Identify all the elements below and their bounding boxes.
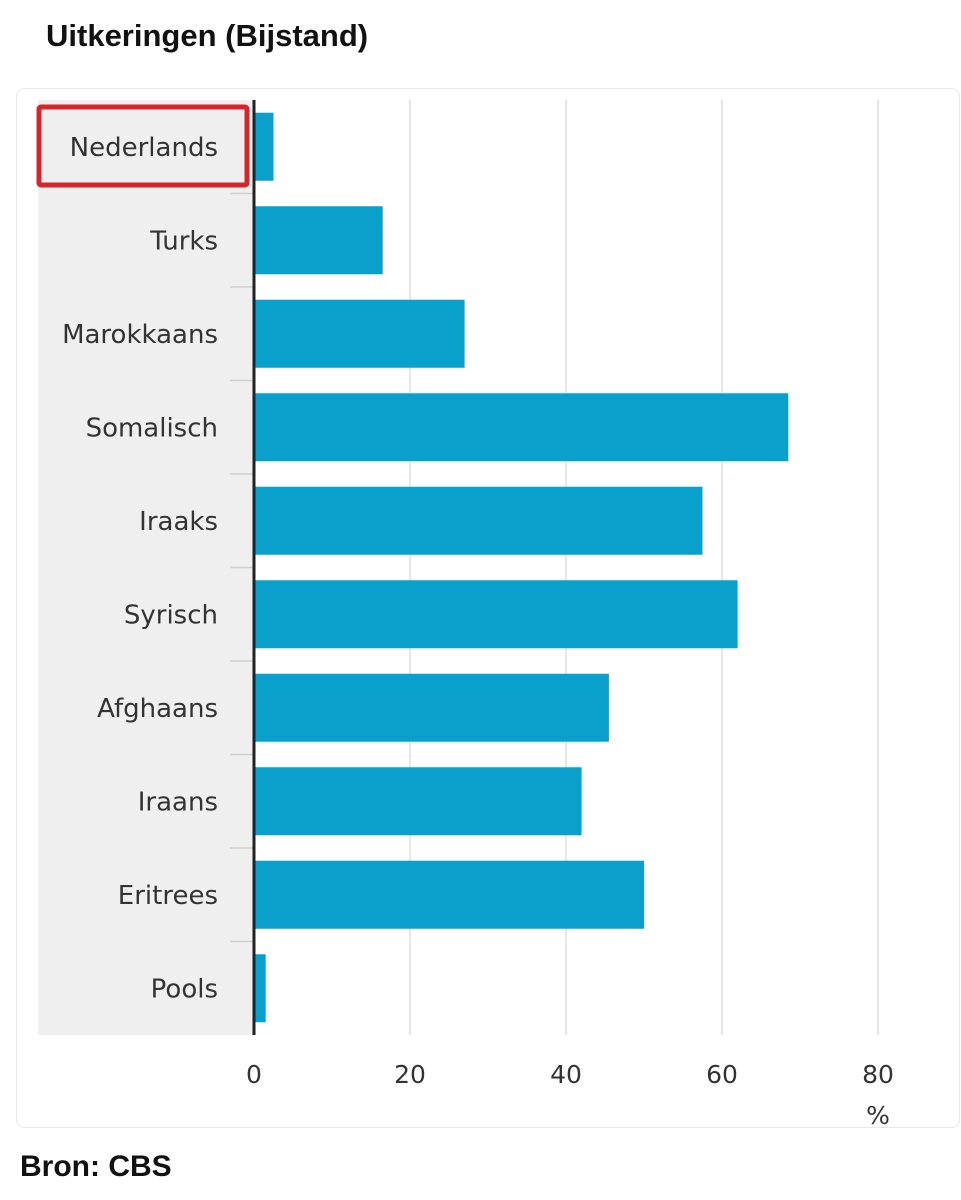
x-tick-label: 0 [246, 1060, 262, 1089]
row-separators [230, 192, 254, 943]
bars [254, 112, 789, 1023]
category-label-syrisch: Syrisch [124, 600, 218, 630]
category-label-iraans: Iraans [138, 787, 218, 817]
bar-eritrees [254, 860, 644, 929]
x-axis-unit-label: % [866, 1101, 890, 1130]
bar-nederlands [254, 112, 274, 181]
x-tick-labels: 0 20 40 60 80 [246, 1060, 894, 1089]
bar-afghaans [254, 673, 609, 742]
x-tick-label: 40 [550, 1060, 582, 1089]
bar-pools [254, 954, 266, 1023]
bar-iraans [254, 767, 582, 836]
category-labels: Nederlands Turks Marokkaans Somalisch Iraaks… [62, 133, 218, 1005]
bar-turks [254, 206, 383, 275]
bar-somalisch [254, 393, 789, 462]
category-label-somalisch: Somalisch [86, 413, 218, 443]
category-label-turks: Turks [149, 226, 218, 256]
bar-iraaks [254, 486, 703, 555]
bar-syrisch [254, 580, 738, 649]
source-label: Bron: CBS [20, 1150, 172, 1183]
chart-title: Uitkeringen (Bijstand) [46, 18, 369, 53]
bar-marokkaans [254, 299, 465, 368]
highlight-box [36, 104, 250, 188]
category-label-pools: Pools [151, 974, 218, 1004]
x-tick-label: 60 [706, 1060, 738, 1089]
category-label-band [38, 100, 254, 1035]
category-label-nederlands: Nederlands [70, 133, 218, 163]
category-label-eritrees: Eritrees [118, 881, 218, 911]
x-tick-label: 20 [394, 1060, 426, 1089]
category-label-afghaans: Afghaans [97, 694, 218, 724]
category-label-iraaks: Iraaks [139, 507, 218, 537]
category-label-marokkaans: Marokkaans [62, 320, 218, 350]
x-tick-label: 80 [862, 1060, 894, 1089]
